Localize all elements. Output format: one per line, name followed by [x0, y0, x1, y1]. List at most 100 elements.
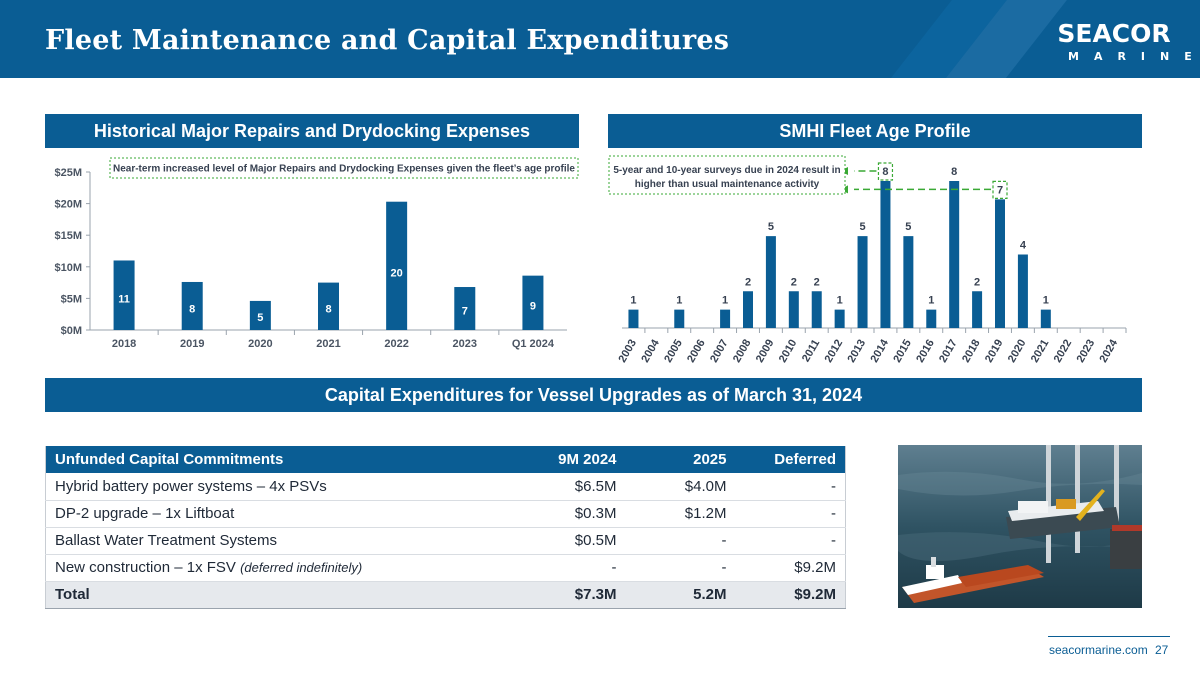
y-tick-label: $0M — [61, 325, 82, 337]
fleet-age-bar-label: 2 — [814, 276, 820, 288]
total-9m-2024: $7.3M — [505, 580, 626, 609]
repairs-bar — [249, 300, 271, 330]
repairs-bar-label: 8 — [189, 303, 195, 315]
footer-website-link[interactable]: seacormarine.com — [1049, 643, 1148, 657]
category-label: 2024 — [1098, 337, 1121, 365]
repairs-bar-label: 20 — [391, 267, 403, 279]
total-2025: 5.2M — [625, 580, 736, 609]
fleet-age-bar — [880, 181, 891, 328]
row-label-text: DP-2 upgrade – 1x Liftboat — [55, 505, 235, 522]
repairs-bar — [318, 282, 339, 330]
y-tick-label: $20M — [54, 199, 82, 211]
category-label: 2020 — [248, 338, 272, 350]
category-label: 2023 — [453, 338, 477, 350]
category-label: 2012 — [823, 338, 846, 365]
fleet-age-bar-label: 2 — [745, 276, 751, 288]
highlight-box — [877, 162, 894, 181]
capex-section-title: Capital Expenditures for Vessel Upgrades… — [45, 378, 1142, 412]
fleet-age-bar-label: 8 — [882, 166, 888, 178]
header-band: Fleet Maintenance and Capital Expenditur… — [0, 0, 1200, 78]
repairs-annotation-box — [109, 157, 579, 179]
cell-deferred: - — [735, 500, 846, 528]
category-label: 2011 — [800, 338, 822, 365]
category-label: 2023 — [1075, 338, 1098, 365]
col-header-2025: 2025 — [625, 446, 736, 473]
fleet-age-annotation-line2: higher than usual maintenance activity — [635, 179, 820, 190]
table-row: New construction – 1x FSV (deferred inde… — [45, 554, 846, 582]
category-label: 2021 — [316, 338, 340, 350]
table-row: DP-2 upgrade – 1x Liftboat $0.3M $1.2M - — [45, 500, 846, 528]
row-label: DP-2 upgrade – 1x Liftboat — [45, 500, 506, 528]
category-label: 2017 — [937, 338, 960, 365]
repairs-bar — [113, 260, 135, 330]
col-header-commitments: Unfunded Capital Commitments — [45, 446, 506, 473]
fleet-age-bar-label: 4 — [1020, 240, 1027, 252]
category-label: 2009 — [754, 338, 777, 365]
category-label: 2013 — [846, 338, 869, 365]
fleet-age-bar — [720, 309, 731, 328]
fleet-age-bar-label: 8 — [951, 166, 957, 178]
capex-table-header-row: Unfunded Capital Commitments 9M 2024 202… — [45, 446, 846, 473]
cell-2025: $1.2M — [625, 500, 736, 528]
category-label: 2019 — [180, 338, 204, 350]
page-number: 27 — [1155, 643, 1169, 657]
category-label: 2019 — [983, 338, 1006, 365]
col-header-9m-2024: 9M 2024 — [505, 446, 626, 473]
row-label-text: New construction – 1x FSV — [55, 559, 241, 576]
repairs-bar-label: 5 — [257, 312, 263, 324]
fleet-age-bar — [949, 181, 960, 328]
category-label: 2006 — [685, 338, 708, 365]
y-tick-label: $10M — [54, 262, 82, 274]
category-label: 2005 — [662, 338, 685, 365]
repairs-bar — [522, 275, 544, 330]
fleet-age-bar-label: 5 — [905, 221, 911, 233]
row-label: Ballast Water Treatment Systems — [45, 527, 506, 555]
fleet-age-annotation-line1: 5-year and 10-year surveys due in 2024 r… — [613, 165, 840, 176]
total-label: Total — [45, 580, 506, 609]
cell-deferred: - — [735, 527, 846, 555]
y-tick-label: $25M — [54, 167, 82, 179]
fleet-age-bar-label: 7 — [997, 184, 1003, 196]
page-title: Fleet Maintenance and Capital Expenditur… — [45, 25, 730, 56]
category-label: 2022 — [1052, 338, 1075, 365]
table-row: Hybrid battery power systems – 4x PSVs $… — [45, 473, 846, 501]
row-label: Hybrid battery power systems – 4x PSVs — [45, 473, 506, 501]
seacor-marine-logo: SEACOR MARINE — [1056, 19, 1200, 63]
cell-9m-2024: $6.5M — [505, 473, 626, 501]
fleet-age-bar — [674, 309, 685, 328]
fleet-age-bar — [926, 309, 937, 328]
cell-9m-2024: $0.5M — [505, 527, 626, 555]
repairs-bar — [386, 201, 408, 330]
category-label: 2020 — [1006, 338, 1029, 365]
fleet-age-bar — [765, 236, 776, 328]
y-tick-label: $15M — [54, 230, 82, 242]
repairs-annotation-text: Near-term increased level of Major Repai… — [113, 164, 575, 175]
repairs-bar — [181, 281, 203, 330]
category-label: 2004 — [639, 337, 662, 365]
row-label-text: Ballast Water Treatment Systems — [55, 532, 278, 549]
fleet-age-bar — [972, 291, 983, 328]
fleet-age-bar — [857, 236, 868, 328]
fleet-age-section-title: SMHI Fleet Age Profile — [608, 114, 1142, 148]
repairs-bar-label: 11 — [118, 294, 130, 306]
repairs-bar-label: 8 — [325, 304, 331, 316]
category-label: 2010 — [777, 338, 800, 365]
cell-2025: - — [625, 554, 736, 582]
logo-wordmark: SEACOR — [1057, 19, 1171, 48]
logo-subword: MARINE — [1068, 50, 1200, 63]
category-label: 2018 — [960, 338, 983, 365]
fleet-age-bar — [1040, 309, 1051, 328]
y-tick-label: $5M — [61, 293, 82, 305]
capex-table: Unfunded Capital Commitments 9M 2024 202… — [45, 446, 846, 609]
category-label: 2018 — [112, 338, 136, 350]
fleet-age-bar-label: 1 — [928, 295, 934, 307]
repairs-bar — [454, 287, 476, 330]
cell-9m-2024: $0.3M — [505, 500, 626, 528]
fleet-age-bar-label: 2 — [791, 276, 797, 288]
row-label: New construction – 1x FSV (deferred inde… — [45, 554, 506, 582]
table-total-row: Total $7.3M 5.2M $9.2M — [45, 580, 846, 609]
fleet-age-bar — [1017, 254, 1028, 328]
category-label: 2003 — [616, 338, 639, 365]
offshore-vessels-photo — [898, 445, 1142, 608]
table-row: Ballast Water Treatment Systems $0.5M - … — [45, 527, 846, 555]
